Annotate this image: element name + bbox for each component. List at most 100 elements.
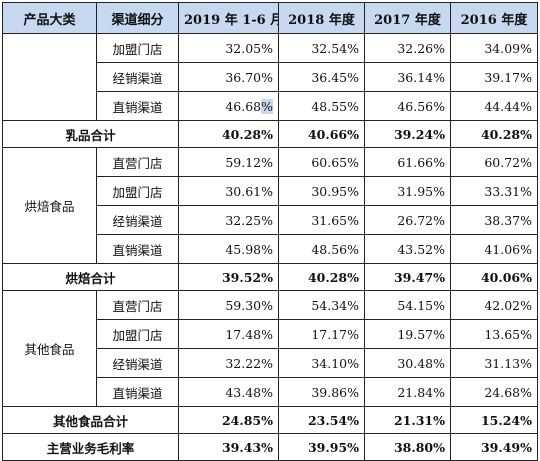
channel-cell: 加盟门店 xyxy=(96,176,179,206)
value-cell: 59.12% xyxy=(178,147,279,177)
subtotal-label: 其他食品合计 xyxy=(2,406,179,434)
total-value: 39.43% xyxy=(178,433,279,461)
total-label: 主营业务毛利率 xyxy=(2,433,179,461)
total-value: 38.80% xyxy=(364,433,451,461)
value-cell: 13.65% xyxy=(450,319,538,349)
value-cell: 46.68% xyxy=(178,91,279,121)
subtotal-value: 40.28% xyxy=(178,120,279,148)
table-row: 经销渠道 32.25% 31.65% 26.72% 38.37% xyxy=(3,205,538,235)
subtotal-label: 烘焙合计 xyxy=(2,263,179,291)
channel-cell: 加盟门店 xyxy=(96,33,179,63)
header-2018: 2018 年度 xyxy=(278,2,365,34)
value-text: 46.68 xyxy=(225,98,262,114)
value-cell: 54.15% xyxy=(364,290,451,320)
value-cell: 33.31% xyxy=(450,176,538,206)
value-cell: 32.25% xyxy=(178,205,279,235)
value-cell: 39.17% xyxy=(450,62,538,92)
table-row: 其他食品 直营门店 59.30% 54.34% 54.15% 42.02% xyxy=(2,290,538,407)
header-channel: 渠道细分 xyxy=(96,2,179,34)
table-row: 加盟门店 32.05% 32.54% 32.26% 34.09% xyxy=(2,33,538,121)
value-cell: 48.55% xyxy=(278,91,365,121)
table-row: 烘焙食品 直营门店 59.12% 60.65% 61.66% 60.72% xyxy=(2,147,538,264)
subtotal-row-dairy: 乳品合计 40.28% 40.66% 39.24% 40.28% xyxy=(2,120,538,148)
table-row: 加盟门店 17.48% 17.17% 19.57% 13.65% xyxy=(3,319,538,349)
subtotal-value: 15.24% xyxy=(450,406,538,434)
channel-cell: 直营门店 xyxy=(96,290,179,320)
value-cell: 38.37% xyxy=(450,205,538,235)
value-cell: 36.14% xyxy=(364,62,451,92)
subtotal-value: 40.06% xyxy=(450,263,538,291)
value-cell: 31.13% xyxy=(450,348,538,378)
category-cell-other: 其他食品 xyxy=(2,290,97,407)
value-cell: 30.61% xyxy=(178,176,279,206)
value-cell: 48.56% xyxy=(278,234,365,264)
value-cell: 21.84% xyxy=(364,377,451,407)
value-cell: 30.48% xyxy=(364,348,451,378)
value-cell: 31.65% xyxy=(278,205,365,235)
channel-cell: 经销渠道 xyxy=(96,348,179,378)
total-row: 主营业务毛利率 39.43% 39.95% 38.80% 39.49% xyxy=(2,433,538,461)
category-cell-dairy xyxy=(2,33,97,121)
value-cell: 32.05% xyxy=(178,33,279,63)
header-2016: 2016 年度 xyxy=(450,2,538,34)
channel-cell: 直销渠道 xyxy=(96,234,179,264)
highlighted-suffix: % xyxy=(261,98,273,114)
value-cell: 32.22% xyxy=(178,348,279,378)
subtotal-value: 39.52% xyxy=(178,263,279,291)
channel-cell: 经销渠道 xyxy=(96,62,179,92)
value-cell: 42.02% xyxy=(450,290,538,320)
channel-cell: 经销渠道 xyxy=(96,205,179,235)
value-cell: 32.54% xyxy=(278,33,365,63)
header-row: 产品大类 渠道细分 2019 年 1-6 月 2018 年度 2017 年度 2… xyxy=(2,2,538,34)
value-cell: 61.66% xyxy=(364,147,451,177)
value-cell: 26.72% xyxy=(364,205,451,235)
channel-cell: 直销渠道 xyxy=(96,91,179,121)
subtotal-value: 40.66% xyxy=(278,120,365,148)
header-2019h1: 2019 年 1-6 月 xyxy=(178,2,279,34)
table-row: 经销渠道 36.70% 36.45% 36.14% 39.17% xyxy=(3,62,538,92)
subtotal-value: 21.31% xyxy=(364,406,451,434)
value-cell: 54.34% xyxy=(278,290,365,320)
subtotal-value: 39.24% xyxy=(364,120,451,148)
value-cell: 34.09% xyxy=(450,33,538,63)
total-value: 39.49% xyxy=(450,433,538,461)
header-2017: 2017 年度 xyxy=(364,2,451,34)
header-category: 产品大类 xyxy=(2,2,97,34)
value-cell: 34.10% xyxy=(278,348,365,378)
value-cell: 59.30% xyxy=(178,290,279,320)
value-cell: 39.86% xyxy=(278,377,365,407)
value-cell: 46.56% xyxy=(364,91,451,121)
value-cell: 17.48% xyxy=(178,319,279,349)
value-cell: 19.57% xyxy=(364,319,451,349)
value-cell: 45.98% xyxy=(178,234,279,264)
value-cell: 60.72% xyxy=(450,147,538,177)
value-cell: 31.95% xyxy=(364,176,451,206)
channel-cell: 加盟门店 xyxy=(96,319,179,349)
channel-cell: 直营门店 xyxy=(96,147,179,177)
total-value: 39.95% xyxy=(278,433,365,461)
subtotal-row-other: 其他食品合计 24.85% 23.54% 21.31% 15.24% xyxy=(2,406,538,434)
value-cell: 43.48% xyxy=(178,377,279,407)
table-row: 直销渠道 45.98% 48.56% 43.52% 41.06% xyxy=(3,234,538,264)
subtotal-value: 39.47% xyxy=(364,263,451,291)
category-cell-bakery: 烘焙食品 xyxy=(2,147,97,264)
value-cell: 36.70% xyxy=(178,62,279,92)
value-cell: 60.65% xyxy=(278,147,365,177)
value-cell: 24.68% xyxy=(450,377,538,407)
value-cell: 32.26% xyxy=(364,33,451,63)
channel-cell: 直销渠道 xyxy=(96,377,179,407)
value-cell: 41.06% xyxy=(450,234,538,264)
table-row: 直销渠道 43.48% 39.86% 21.84% 24.68% xyxy=(3,377,538,407)
subtotal-label: 乳品合计 xyxy=(2,120,179,148)
value-cell: 36.45% xyxy=(278,62,365,92)
table-row: 加盟门店 30.61% 30.95% 31.95% 33.31% xyxy=(3,176,538,206)
subtotal-value: 23.54% xyxy=(278,406,365,434)
subtotal-value: 40.28% xyxy=(278,263,365,291)
value-cell: 43.52% xyxy=(364,234,451,264)
subtotal-value: 24.85% xyxy=(178,406,279,434)
subtotal-value: 40.28% xyxy=(450,120,538,148)
value-cell: 44.44% xyxy=(450,91,538,121)
value-cell: 30.95% xyxy=(278,176,365,206)
